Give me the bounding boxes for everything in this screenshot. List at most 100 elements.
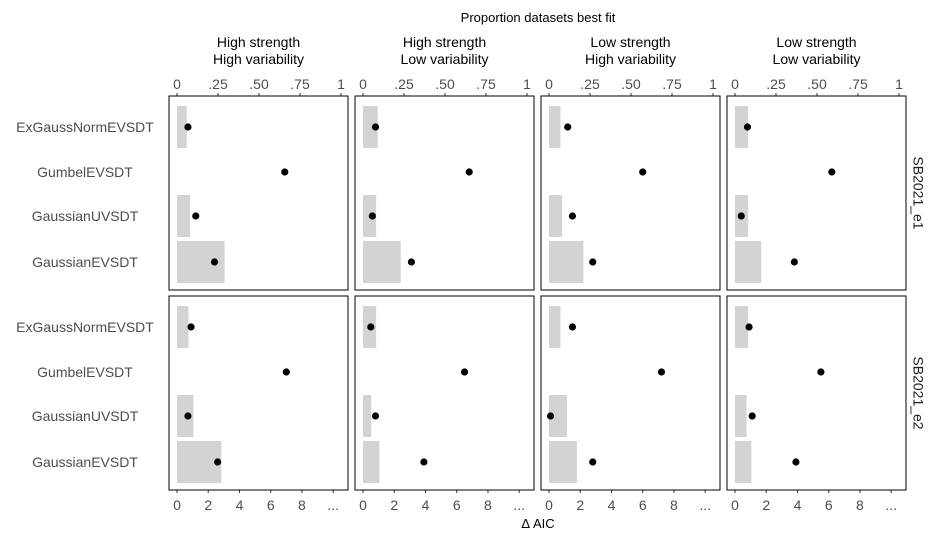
delta-aic-point	[187, 323, 195, 331]
delta-aic-point	[568, 323, 577, 331]
delta-aic-point	[192, 212, 200, 220]
proportion-bar	[363, 241, 401, 283]
proportion-bar	[735, 441, 752, 483]
panel-r1-c4	[726, 95, 907, 291]
delta-aic-point	[214, 458, 222, 466]
delta-aic-point	[828, 168, 836, 176]
panel-r2-c1	[168, 295, 349, 491]
panel-r1-c1	[168, 95, 349, 291]
bottom-tick-label: 4	[236, 497, 244, 513]
category-label: GaussianUVSDT	[32, 208, 139, 224]
delta-aic-point	[745, 323, 753, 331]
delta-aic-point	[657, 368, 666, 376]
bottom-tick-label: 0	[545, 497, 553, 513]
bottom-tick-label: 2	[576, 497, 584, 513]
row-strip-label-1: SB2021_e1	[910, 156, 926, 229]
proportion-bar	[549, 441, 577, 483]
column-label-2-line-1: High strength	[403, 34, 486, 50]
bottom-tick-label: 8	[670, 497, 678, 513]
delta-aic-point	[371, 412, 380, 420]
bottom-tick-label: 6	[267, 497, 275, 513]
proportion-bar	[549, 241, 584, 283]
column-label-1-line-2: High variability	[213, 51, 304, 67]
delta-aic-point	[589, 258, 597, 266]
top-tick-label: .75	[848, 76, 868, 92]
panel-border	[726, 295, 907, 491]
top-tick-label: .50	[807, 76, 827, 92]
top-tick-label: .25	[394, 76, 414, 92]
top-tick-label: .75	[476, 76, 496, 92]
bottom-tick-label: 8	[856, 497, 864, 513]
delta-aic-point	[460, 368, 469, 376]
proportion-bar	[177, 306, 189, 348]
proportion-bar	[735, 395, 747, 437]
proportion-bar	[549, 195, 563, 237]
top-tick-label: 0	[545, 76, 553, 92]
delta-aic-point	[281, 168, 289, 176]
delta-aic-point	[639, 168, 647, 176]
delta-aic-point	[792, 458, 800, 466]
bottom-tick-label: ...	[327, 497, 339, 513]
category-label: GumbelEVSDT	[37, 164, 133, 180]
top-tick-label: .25	[580, 76, 600, 92]
proportion-bar	[735, 106, 749, 148]
bottom-axis-title: Δ AIC	[521, 516, 554, 531]
top-tick-label: .25	[766, 76, 786, 92]
proportion-bar	[363, 441, 380, 483]
top-tick-label: .50	[621, 76, 641, 92]
panel-r1-c2	[354, 95, 535, 291]
panel-r2-c4	[726, 295, 907, 491]
proportion-bar	[177, 195, 191, 237]
delta-aic-point	[568, 212, 577, 220]
delta-aic-point	[184, 412, 192, 420]
proportion-bar	[549, 106, 561, 148]
bottom-tick-label: 8	[484, 497, 492, 513]
bottom-tick-label: 0	[731, 497, 739, 513]
category-label: ExGaussNormEVSDT	[16, 319, 154, 335]
bottom-tick-label: 2	[390, 497, 398, 513]
column-label-4-line-1: Low strength	[776, 34, 856, 50]
column-label-3-line-1: Low strength	[590, 34, 670, 50]
row-strip-label-2: SB2021_e2	[910, 356, 926, 429]
column-label-1-line-1: High strength	[217, 34, 300, 50]
top-tick-label: 1	[709, 76, 717, 92]
bottom-tick-label: ...	[885, 497, 897, 513]
top-tick-label: 0	[359, 76, 367, 92]
column-label-4-line-2: Low variability	[773, 51, 861, 67]
category-label: GaussianEVSDT	[32, 454, 138, 470]
panel-r1-c3	[540, 95, 721, 291]
delta-aic-point	[368, 212, 376, 220]
delta-aic-point	[589, 458, 597, 466]
delta-aic-point	[282, 368, 290, 376]
proportion-bar	[363, 106, 378, 148]
category-label: ExGaussNormEVSDT	[16, 119, 154, 135]
bottom-tick-label: 2	[204, 497, 212, 513]
top-tick-label: 0	[173, 76, 181, 92]
top-tick-label: .75	[662, 76, 682, 92]
top-tick-label: 0	[731, 76, 739, 92]
panel-r2-c2	[354, 295, 535, 491]
delta-aic-point	[817, 368, 825, 376]
bottom-tick-label: 6	[825, 497, 833, 513]
top-tick-label: .25	[208, 76, 228, 92]
top-axis-title: Proportion datasets best fit	[461, 10, 616, 25]
category-label: GaussianEVSDT	[32, 254, 138, 270]
delta-aic-point	[407, 258, 416, 266]
bottom-tick-label: 4	[794, 497, 802, 513]
top-tick-label: .75	[290, 76, 310, 92]
delta-aic-point	[420, 458, 428, 466]
proportion-bar	[735, 241, 762, 283]
delta-aic-point	[371, 123, 380, 131]
top-tick-label: 1	[895, 76, 903, 92]
bottom-tick-label: 6	[639, 497, 647, 513]
panel-border	[354, 295, 535, 491]
bottom-tick-label: 6	[453, 497, 461, 513]
proportion-bar	[549, 306, 561, 348]
bottom-tick-label: 0	[173, 497, 181, 513]
delta-aic-point	[184, 123, 192, 131]
proportion-bar	[177, 441, 222, 483]
delta-aic-point	[465, 168, 473, 176]
proportion-bar	[549, 395, 568, 437]
